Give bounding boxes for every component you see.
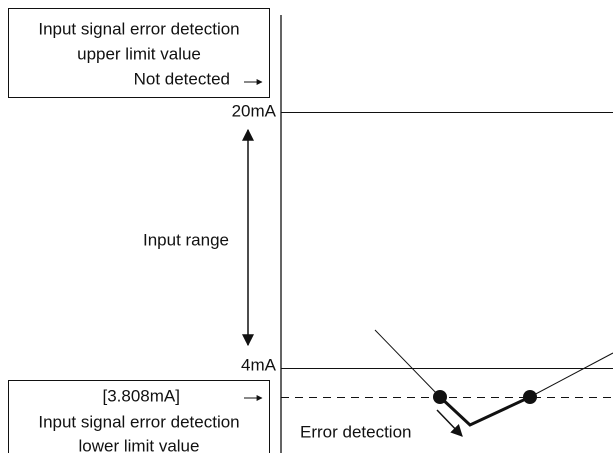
lower-line: Input signal error detection [38, 412, 239, 431]
lower-box [8, 380, 270, 453]
level-label: 20mA [232, 101, 277, 120]
range-label: Input range [143, 230, 229, 249]
point [523, 390, 537, 404]
event-label: Error detection [300, 422, 412, 441]
event-arrow [436, 409, 463, 437]
signal [374, 329, 441, 398]
lower-line: [3.808mA] [103, 386, 181, 405]
level-label: 4mA [241, 355, 277, 374]
signal [529, 352, 613, 398]
upper-line: Not detected [134, 69, 230, 88]
signal-error [438, 395, 531, 427]
upper-line: Input signal error detection [38, 19, 239, 38]
lower-line: lower limit value [79, 436, 200, 453]
point [433, 390, 447, 404]
upper-line: upper limit value [77, 44, 201, 63]
upper-box [8, 8, 270, 98]
